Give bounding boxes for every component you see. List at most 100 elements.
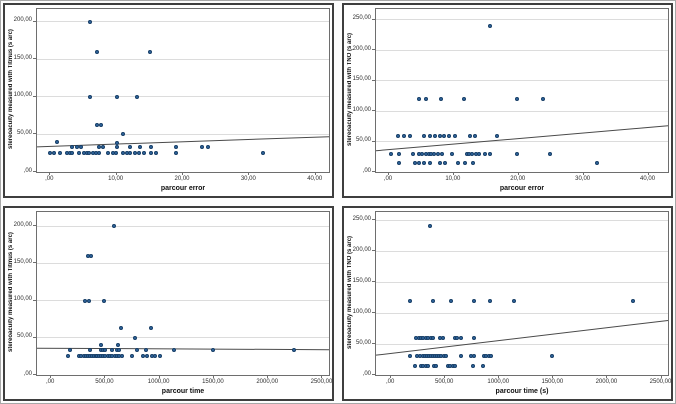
data-point — [487, 151, 492, 156]
data-point — [427, 133, 432, 138]
x-axis-tick — [321, 375, 323, 378]
data-point — [472, 298, 477, 303]
data-point — [423, 97, 428, 101]
data-point — [206, 145, 211, 150]
data-point — [143, 348, 148, 353]
y-axis-title: stereoacuity measured with TNO (s arc) — [347, 32, 353, 147]
data-point — [471, 363, 476, 368]
x-axis-tick — [498, 375, 500, 378]
x-axis-tick — [158, 375, 160, 378]
data-point — [433, 133, 438, 138]
data-point — [412, 160, 417, 165]
y-axis-tick — [372, 18, 375, 20]
x-tick-label: 2000,00 — [595, 379, 618, 385]
y-tick-label: 200,00 — [13, 221, 32, 228]
data-point — [114, 94, 119, 99]
data-point — [471, 354, 476, 359]
x-tick-label: 10,00 — [108, 176, 124, 182]
y-tick-label: 100,00 — [352, 308, 371, 315]
y-axis-tick — [33, 20, 36, 22]
gridline — [37, 300, 329, 302]
y-axis-tick — [372, 312, 375, 314]
y-axis-tick — [33, 299, 36, 301]
y-axis-tick — [33, 58, 36, 60]
data-point — [113, 151, 118, 156]
gridline — [37, 133, 329, 135]
data-point — [487, 24, 492, 29]
y-axis-tick — [33, 374, 36, 375]
y-axis-tick — [372, 140, 375, 142]
data-point — [422, 160, 427, 165]
data-point — [98, 343, 103, 348]
x-tick-label: 40,00 — [640, 176, 656, 182]
data-point — [141, 151, 146, 156]
data-point — [442, 133, 447, 138]
data-point — [70, 151, 75, 156]
data-point — [116, 348, 121, 353]
x-tick-label: 1500,00 — [541, 379, 564, 385]
x-tick-label: ,00 — [385, 379, 395, 385]
gridline — [376, 141, 668, 143]
plot-area — [36, 8, 330, 173]
data-point — [291, 348, 296, 353]
x-tick-label: 500,00 — [435, 379, 454, 385]
x-axis-title: parcour error — [499, 185, 545, 192]
x-axis-tick — [390, 375, 392, 378]
data-point — [137, 145, 142, 150]
x-tick-label: 1000,00 — [147, 379, 170, 385]
fit-line — [375, 125, 669, 152]
gridline — [376, 219, 668, 221]
data-point — [149, 354, 154, 359]
data-point — [401, 133, 406, 138]
data-point — [397, 160, 402, 165]
y-axis-tick — [33, 225, 36, 227]
gridline — [376, 281, 668, 283]
data-point — [541, 97, 546, 101]
data-point — [426, 363, 431, 368]
gridline — [37, 337, 329, 339]
data-point — [260, 151, 265, 156]
x-axis-tick — [50, 375, 52, 378]
data-point — [149, 145, 154, 150]
x-axis-tick — [582, 172, 584, 175]
gridline — [376, 250, 668, 252]
data-point — [388, 151, 393, 156]
data-point — [547, 151, 552, 156]
data-point — [211, 348, 216, 353]
data-point — [87, 298, 92, 303]
data-point — [54, 139, 59, 144]
data-point — [149, 151, 154, 156]
x-axis-tick — [49, 172, 51, 175]
y-tick-label: ,00 — [23, 370, 32, 377]
data-point — [132, 151, 137, 156]
y-axis-tick — [372, 281, 375, 283]
gridline — [376, 19, 668, 21]
data-point — [153, 151, 158, 156]
y-axis-title: stereoacuity measured with Titmus (s arc… — [8, 232, 14, 353]
fit-line — [36, 136, 330, 148]
data-point — [174, 145, 179, 150]
data-point — [410, 151, 415, 156]
data-point — [473, 133, 478, 138]
data-point — [396, 133, 401, 138]
y-tick-label: ,00 — [362, 167, 371, 174]
data-point — [459, 335, 464, 340]
y-axis-tick — [372, 49, 375, 51]
data-point — [428, 224, 433, 229]
y-tick-label: 50,00 — [16, 129, 32, 136]
data-point — [447, 133, 452, 138]
y-tick-label: 200,00 — [352, 45, 371, 52]
x-tick-label: 10,00 — [445, 176, 461, 182]
data-point — [436, 151, 441, 156]
data-point — [114, 145, 119, 150]
data-point — [135, 348, 140, 353]
y-axis-tick — [372, 343, 375, 344]
data-point — [174, 151, 179, 156]
y-axis-tick — [372, 250, 375, 252]
data-point — [120, 151, 125, 156]
x-axis-tick — [647, 172, 649, 175]
data-point — [515, 151, 520, 156]
data-point — [127, 145, 132, 150]
data-point — [431, 151, 436, 156]
data-point — [416, 97, 421, 101]
